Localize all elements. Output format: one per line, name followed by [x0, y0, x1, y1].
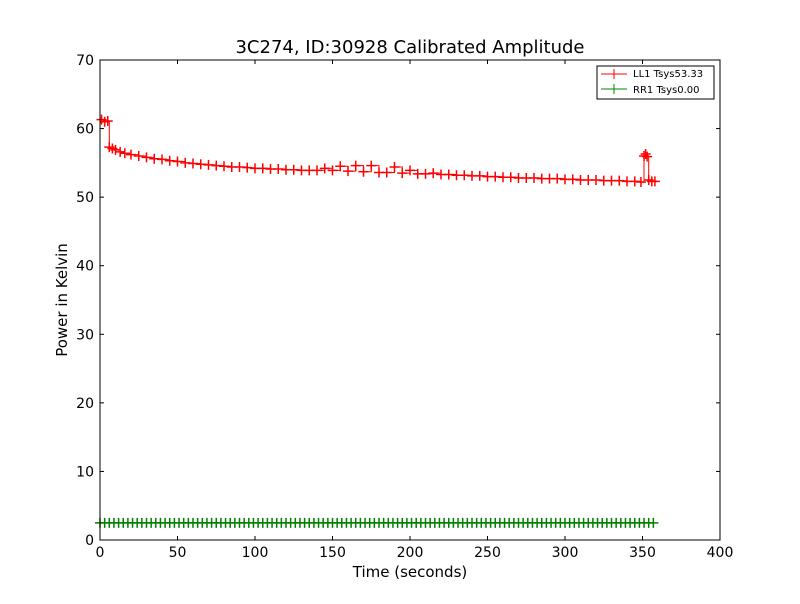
ticks-layer: 0 50 100 150 200 250 300 350 400 0 10 20 30 40 50 60 70: [76, 53, 733, 561]
y-tick-label: 20: [76, 396, 94, 412]
data-point-ll1: [172, 156, 183, 167]
y-tick-label: 70: [76, 53, 94, 69]
legend-label-ll1: LL1 Tsys53.33: [633, 69, 703, 80]
y-tick-label: 40: [76, 259, 94, 275]
data-point-ll1: [312, 165, 322, 176]
x-tick-label: 150: [319, 545, 346, 561]
series-layer: [95, 114, 660, 528]
x-tick-label: 350: [629, 545, 656, 561]
data-point-ll1: [358, 166, 369, 177]
data-point-ll1: [635, 177, 646, 188]
data-point-ll1: [366, 160, 377, 171]
data-point-ll1: [405, 165, 415, 176]
x-tick-label: 300: [552, 545, 579, 561]
data-point-ll1: [642, 151, 653, 162]
data-point-ll1: [397, 168, 408, 179]
data-point-ll1: [102, 116, 113, 127]
data-point-ll1: [389, 161, 400, 172]
x-tick-label: 400: [707, 545, 734, 561]
x-tick-label: 50: [169, 545, 187, 561]
data-point-ll1: [119, 148, 130, 159]
data-point-ll1: [110, 144, 121, 155]
y-tick-label: 50: [76, 190, 94, 206]
x-tick-label: 200: [397, 545, 424, 561]
data-point-ll1: [133, 151, 144, 161]
x-tick-label: 100: [242, 545, 269, 561]
series-ll1: [96, 114, 660, 188]
chart-title: 3C274, ID:30928 Calibrated Amplitude: [235, 37, 584, 58]
series-rr1: [95, 517, 659, 528]
y-tick-label: 30: [76, 327, 94, 343]
legend-marker-rr1: [609, 84, 619, 94]
legend: LL1 Tsys53.33 RR1 Tsys0.00: [596, 65, 715, 100]
data-point-ll1: [649, 176, 660, 187]
y-axis-label: Power in Kelvin: [53, 243, 71, 357]
legend-marker-ll1: [609, 69, 619, 79]
data-point-ll1: [157, 154, 167, 165]
data-point-ll1: [115, 146, 126, 157]
plot-frame: [99, 59, 721, 541]
plot-area: [100, 60, 720, 540]
data-point-ll1: [381, 167, 392, 178]
data-point-ll1: [327, 165, 338, 176]
y-tick-label: 60: [76, 122, 94, 138]
data-point-ll1: [141, 152, 152, 163]
data-point-ll1: [126, 149, 136, 160]
x-tick-label: 0: [96, 545, 105, 561]
x-axis-label: Time (seconds): [352, 563, 468, 581]
y-tick-label: 0: [85, 533, 94, 549]
y-tick-label: 10: [76, 464, 94, 480]
data-point-ll1: [335, 161, 346, 172]
data-point-ll1: [319, 163, 330, 174]
data-point-ll1: [350, 160, 361, 171]
data-point-ll1: [428, 168, 439, 179]
data-point-ll1: [343, 166, 353, 177]
legend-box: [596, 65, 715, 100]
legend-label-rr1: RR1 Tsys0.00: [633, 85, 700, 96]
data-point-rr1: [648, 517, 659, 528]
x-tick-label: 250: [474, 545, 501, 561]
